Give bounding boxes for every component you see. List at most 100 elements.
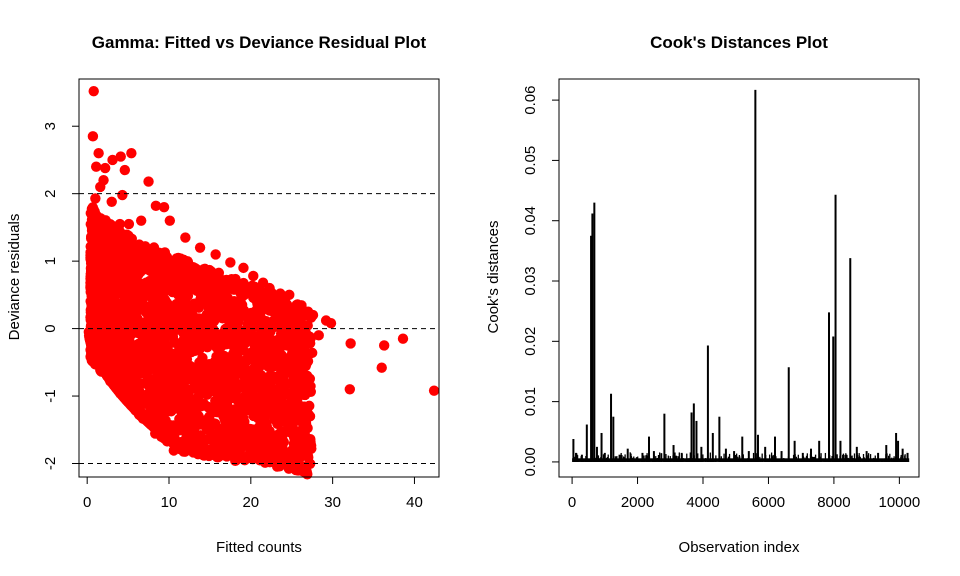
- cloud-point: [210, 307, 222, 318]
- cloud-point: [85, 233, 97, 244]
- cooks-plot-title: Cook's Distances Plot: [650, 33, 828, 52]
- cloud-point: [193, 391, 204, 403]
- y-tick-label: 0.03: [522, 266, 539, 295]
- cloud-point: [212, 451, 223, 463]
- cloud-point: [221, 358, 233, 370]
- cloud-point: [267, 383, 278, 395]
- x-tick-label: 8000: [817, 494, 850, 511]
- cloud-point: [153, 272, 165, 283]
- cloud-point: [209, 400, 221, 411]
- cloud-point: [253, 421, 265, 433]
- cloud-point: [289, 428, 300, 439]
- cloud-point: [124, 333, 135, 344]
- cloud-point: [160, 306, 171, 318]
- cloud-point: [217, 444, 229, 455]
- x-tick-label: 10: [161, 494, 178, 511]
- y-tick-label: 0.04: [522, 206, 539, 235]
- y-tick-label: 0: [42, 324, 59, 332]
- residual-point: [302, 469, 313, 480]
- cloud-point: [220, 393, 232, 404]
- cloud-point: [132, 263, 143, 274]
- x-tick-label: 30: [324, 494, 341, 511]
- cloud-point: [245, 307, 257, 319]
- residual-point: [279, 365, 290, 377]
- cloud-point: [186, 434, 197, 445]
- cloud-point: [206, 324, 217, 335]
- cloud-point: [275, 377, 286, 389]
- cloud-point: [87, 280, 99, 291]
- cloud-point: [159, 294, 171, 306]
- residual-point: [90, 193, 101, 204]
- cloud-point: [152, 317, 164, 329]
- cloud-point: [286, 318, 297, 329]
- cloud-point: [173, 358, 184, 370]
- cloud-point: [270, 316, 282, 327]
- x-tick-label: 10000: [879, 494, 921, 511]
- residual-point: [225, 257, 236, 268]
- cloud-point: [244, 423, 256, 435]
- residual-point: [306, 347, 318, 359]
- cloud-point: [234, 327, 246, 338]
- band-point: [114, 383, 125, 395]
- cloud-point: [134, 255, 145, 266]
- y-tick-label: 0.06: [522, 86, 539, 115]
- x-tick-label: 4000: [686, 494, 719, 511]
- cloud-point: [168, 337, 180, 348]
- cloud-point: [274, 401, 285, 413]
- cooks-spikes: [572, 89, 909, 462]
- cloud-point: [295, 327, 307, 339]
- residual-point: [275, 288, 286, 299]
- cloud-point: [143, 337, 154, 348]
- cloud-point: [188, 425, 199, 436]
- residual-point: [307, 309, 319, 321]
- cloud-point: [144, 364, 155, 375]
- residual-points: [87, 85, 440, 480]
- cloud-point: [122, 344, 133, 355]
- residual-point: [297, 336, 309, 348]
- residual-point: [135, 215, 147, 226]
- cloud-point: [226, 443, 238, 455]
- cloud-point: [265, 305, 277, 316]
- y-tick-label: 0.00: [522, 447, 539, 476]
- cloud-point: [226, 350, 238, 362]
- cloud-point: [270, 411, 281, 422]
- residual-point: [275, 342, 286, 353]
- residual-plot-xlabel: Fitted counts: [216, 539, 302, 556]
- cloud-point: [112, 343, 123, 355]
- cloud-point: [196, 437, 207, 449]
- cloud-point: [161, 327, 172, 338]
- cloud-point: [279, 331, 290, 342]
- residual-point: [262, 371, 274, 383]
- x-tick-label: 40: [406, 494, 423, 511]
- cloud-point: [248, 291, 259, 302]
- cloud-point: [199, 361, 210, 372]
- cloud-point: [110, 301, 121, 312]
- x-tick-label: 0: [568, 494, 576, 511]
- cloud-point: [125, 235, 136, 246]
- cloud-point: [104, 320, 116, 332]
- cloud-point: [150, 373, 162, 385]
- cooks-plot-xlabel: Observation index: [679, 539, 800, 556]
- cloud-point: [286, 420, 297, 431]
- residual-point: [296, 301, 307, 313]
- y-tick-label: 2: [42, 190, 59, 198]
- residual-point: [178, 414, 189, 425]
- cloud-point: [135, 356, 146, 367]
- residual-point: [397, 333, 409, 344]
- cloud-point: [148, 305, 160, 317]
- residual-point: [114, 218, 126, 230]
- residual-point: [207, 377, 218, 388]
- residual-point: [248, 363, 259, 375]
- cloud-point: [101, 301, 113, 312]
- cloud-point: [164, 262, 175, 274]
- cloud-point: [185, 305, 196, 316]
- residual-point: [115, 151, 126, 162]
- cloud-point: [273, 429, 284, 440]
- residual-point: [88, 85, 99, 97]
- cloud-point: [295, 400, 307, 412]
- cloud-point: [157, 339, 169, 351]
- cloud-point: [299, 389, 311, 401]
- cloud-point: [102, 337, 113, 348]
- x-tick-label: 2000: [621, 494, 654, 511]
- cloud-point: [285, 397, 297, 408]
